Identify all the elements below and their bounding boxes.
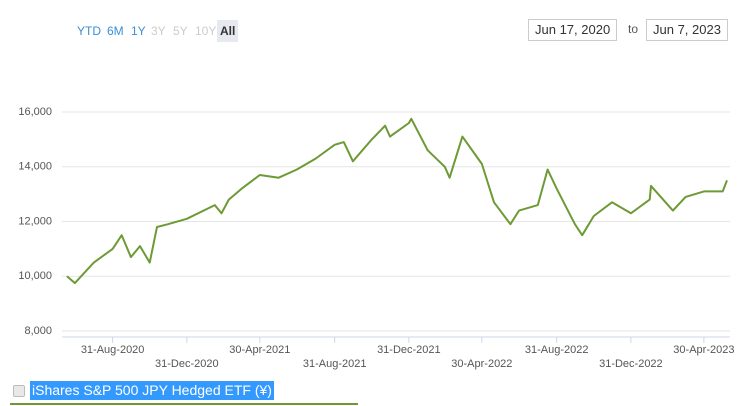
date-to-word: to bbox=[628, 22, 639, 36]
y-tick-label: 14,000 bbox=[18, 161, 52, 173]
series-line bbox=[66, 117, 728, 285]
x-tick-label: 31-Aug-2021 bbox=[303, 358, 367, 370]
range-button[interactable]: YTD bbox=[77, 24, 101, 38]
y-tick-label: 16,000 bbox=[18, 106, 52, 118]
y-tick-label: 12,000 bbox=[18, 215, 52, 227]
x-tick-label: 30-Apr-2023 bbox=[673, 344, 734, 356]
range-button[interactable]: 6M bbox=[107, 24, 124, 38]
x-tick-label: 30-Apr-2021 bbox=[229, 344, 290, 356]
legend-checkbox[interactable] bbox=[13, 385, 25, 397]
legend-label[interactable]: iShares S&P 500 JPY Hedged ETF (¥) bbox=[30, 381, 274, 400]
range-button[interactable]: 1Y bbox=[131, 24, 146, 38]
y-tick-label: 8,000 bbox=[24, 325, 52, 337]
range-button[interactable]: 5Y bbox=[173, 24, 188, 38]
x-tick-label: 31-Dec-2021 bbox=[377, 344, 441, 356]
x-tick-label: 31-Dec-2020 bbox=[155, 358, 219, 370]
y-tick-label: 10,000 bbox=[18, 270, 52, 282]
x-tick-label: 31-Dec-2022 bbox=[599, 358, 663, 370]
range-button[interactable]: 3Y bbox=[151, 24, 166, 38]
date-from[interactable]: Jun 17, 2020 bbox=[528, 19, 618, 41]
chart: 8,000 10,000 12,000 14,000 16,000 31-Aug-2020… bbox=[18, 106, 734, 370]
range-button[interactable]: 10Y bbox=[195, 24, 217, 38]
range-button[interactable]: All bbox=[217, 20, 239, 42]
date-to[interactable]: Jun 7, 2023 bbox=[646, 19, 728, 41]
x-tick-label: 31-Aug-2020 bbox=[81, 344, 145, 356]
x-tick-label: 30-Apr-2022 bbox=[451, 358, 512, 370]
x-tick-label: 31-Aug-2022 bbox=[525, 344, 589, 356]
legend[interactable]: iShares S&P 500 JPY Hedged ETF (¥) bbox=[10, 381, 358, 405]
